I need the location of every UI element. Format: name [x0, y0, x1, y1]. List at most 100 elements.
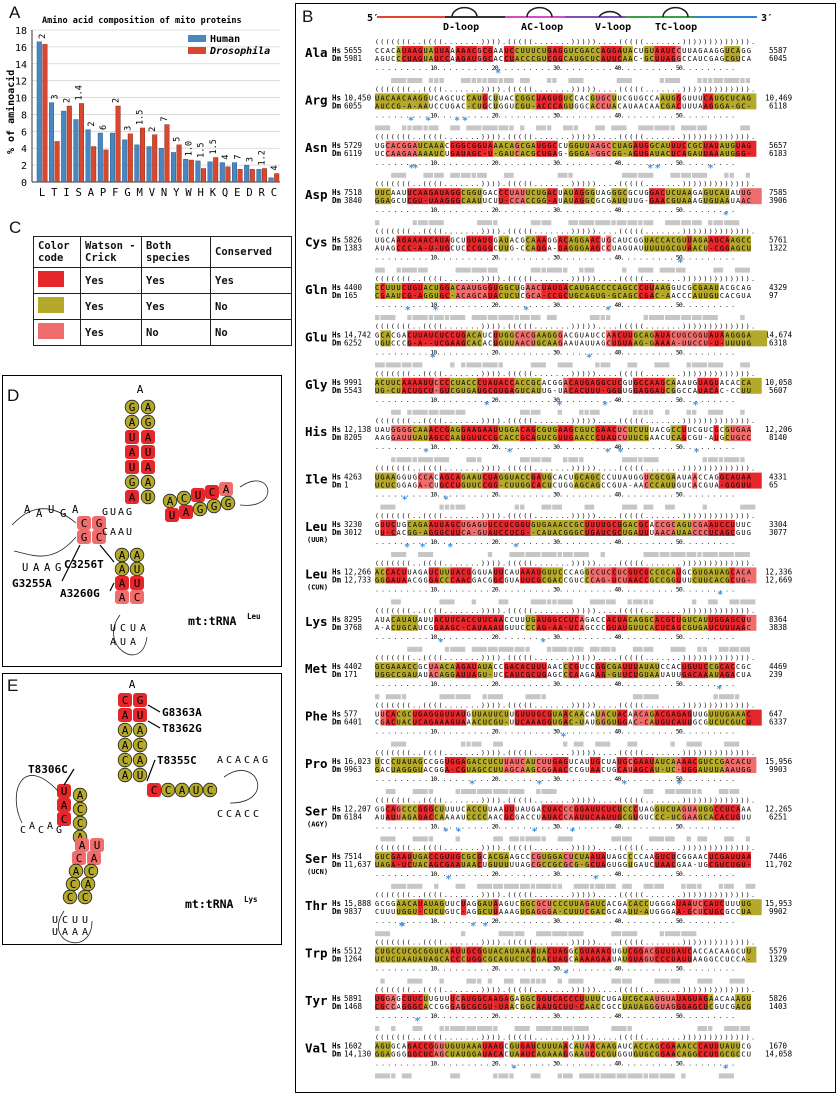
dm-end-coord: 3077 [769, 528, 787, 537]
conservation-bar [611, 836, 622, 842]
pair-block [573, 188, 585, 205]
conservation-bar [691, 599, 697, 605]
conservation-bar [595, 741, 611, 747]
pair-block [665, 377, 676, 394]
loop-letter: G [102, 507, 108, 518]
bar-drosophila [249, 169, 255, 183]
header-loop-arc [662, 6, 689, 18]
base-circle [132, 737, 148, 753]
dm-start-coord: 171 [344, 670, 358, 679]
conservation-bar [423, 125, 428, 131]
conservation-bar [675, 267, 686, 273]
x-tick-label: S [76, 187, 82, 199]
ruler-line: . . . . . . . . . 10. . . . . . . . . 20… [375, 111, 735, 119]
base-letter: A [122, 769, 129, 782]
pair-block [589, 757, 601, 773]
pair-block [428, 425, 451, 442]
pair-block [498, 425, 521, 442]
dm-sequence: CGCCAGGGCACCGGGAGCGCGU-UAACGGCAAUGCUU-CA… [375, 1003, 751, 1011]
pair-block [407, 851, 413, 868]
hs-end-coord: 10,469 [765, 93, 792, 102]
conservation-bar [681, 315, 691, 320]
pair-block [455, 994, 461, 1010]
pair-block [697, 283, 719, 299]
pair-block [638, 614, 649, 631]
bar-human [122, 139, 128, 183]
conservation-bar [686, 883, 697, 889]
species-dm: Dm [332, 670, 342, 679]
dm-sequence: UU-CACGG-AGGGCUUCA-GUAUCCUCG--CAUACGGGCU… [375, 529, 751, 537]
hs-end-coord: 1670 [769, 1041, 788, 1050]
pair-block [659, 93, 676, 110]
conservation-bar [520, 836, 525, 842]
hs-start-coord: 8295 [344, 615, 362, 624]
pair-block [396, 946, 418, 963]
conservation-bar [471, 741, 482, 747]
pair-block [509, 188, 526, 205]
conservation-bar [428, 789, 434, 794]
dm-end-coord: 6045 [769, 54, 787, 63]
pair-block [396, 235, 418, 252]
pair-block [691, 235, 703, 252]
conservation-bar [391, 883, 407, 889]
pair-block [477, 377, 488, 394]
conservation-bar [659, 267, 675, 273]
conservation-bar [546, 267, 562, 273]
fold-label: 1.5 [136, 110, 146, 125]
legend-row: Yes No No [33, 319, 292, 346]
conservation-bar [380, 978, 385, 984]
y-tick-label: 0 [21, 178, 27, 189]
pair-block [632, 330, 655, 347]
loop-letter: G [262, 755, 268, 766]
pair-block [412, 709, 435, 726]
star-mark: * [647, 163, 653, 174]
star-mark: * [495, 68, 501, 79]
base-letter: G [129, 476, 136, 489]
conservation-bar [670, 552, 686, 557]
base-highlight [57, 798, 71, 812]
conservation-bar [375, 694, 380, 700]
pair-block [659, 804, 682, 821]
pair-block [412, 804, 418, 821]
amino-acid-sub: (UUR) [307, 536, 328, 544]
base-circle [129, 547, 145, 563]
conservation-bar [729, 599, 740, 605]
conservation-bar [498, 599, 509, 605]
pair-block [563, 283, 569, 299]
x-tick-label: C [271, 187, 277, 199]
loop-letter: C [102, 527, 108, 538]
fold-label: 3 [246, 157, 256, 162]
pair-block [675, 946, 692, 963]
conservation-bar [702, 552, 718, 557]
pair-block [622, 46, 633, 62]
pair-block [471, 851, 478, 868]
base-letter: A [145, 476, 152, 489]
conservation-bar [611, 931, 622, 937]
pair-block [632, 1041, 649, 1058]
pair-block [541, 1041, 563, 1058]
pair-block [460, 614, 478, 631]
pair-block [541, 851, 563, 868]
mutation-label: G3255A [12, 577, 52, 590]
pair-block [450, 946, 461, 963]
dm-sequence: UGUCCCG-A--UCGAAGCACACUGUUAACUGCAAGAAUAU… [375, 339, 751, 347]
conservation-bar [487, 978, 493, 984]
species-dm: Dm [332, 528, 342, 537]
conservation-bar [509, 125, 514, 131]
x-tick-label: R [259, 187, 266, 199]
pair-block [375, 757, 381, 773]
pair-block [520, 140, 537, 157]
star-mark: * [540, 637, 546, 648]
pair-block [616, 614, 628, 631]
pair-block [686, 330, 709, 347]
bar-human [97, 132, 103, 183]
pair-block [450, 140, 467, 157]
hs-start-coord: 14,742 [344, 330, 371, 339]
base-circle [140, 489, 156, 505]
ruler-line: . . . . . . . . . 10. . . . . . . . . 20… [375, 680, 735, 688]
pair-block [638, 140, 649, 157]
pair-block [648, 567, 655, 584]
pair-block [482, 1041, 504, 1058]
pair-block [745, 709, 762, 726]
conservation-bar [697, 836, 708, 842]
